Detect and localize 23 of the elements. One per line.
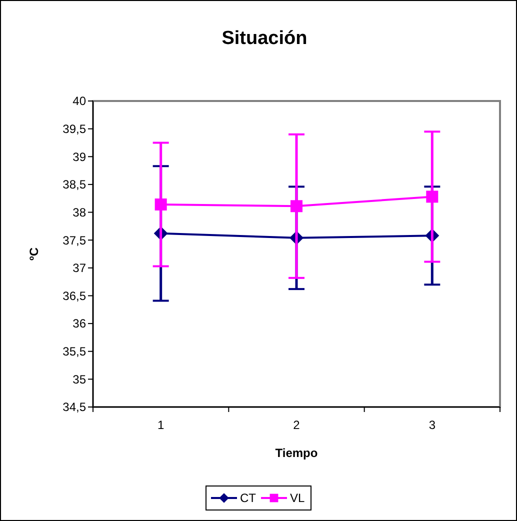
y-tick-label: 40 bbox=[72, 94, 86, 108]
chart-title: Situación bbox=[222, 28, 308, 49]
legend-label: CT bbox=[240, 491, 257, 506]
point bbox=[154, 198, 167, 210]
point bbox=[290, 200, 302, 212]
x-axis-title: Tiempo bbox=[275, 446, 318, 460]
y-tick-label: 34,5 bbox=[62, 400, 86, 414]
legend-label: VL bbox=[290, 491, 306, 506]
y-tick-label: 36,5 bbox=[62, 288, 86, 303]
y-tick-label: 37 bbox=[72, 261, 86, 276]
x-tick-label: 1 bbox=[157, 418, 164, 432]
y-tick-label: 37,5 bbox=[62, 233, 86, 248]
x-tick-label: 3 bbox=[428, 418, 436, 432]
y-tick-label: 36 bbox=[72, 316, 86, 331]
y-tick-label: 39,5 bbox=[62, 122, 86, 136]
y-axis-title: ºC bbox=[27, 247, 41, 261]
y-tick-label: 39 bbox=[72, 150, 86, 164]
y-tick-label: 38,5 bbox=[62, 178, 86, 192]
y-tick-label: 35,5 bbox=[62, 344, 86, 359]
point bbox=[426, 190, 438, 203]
x-tick-label: 2 bbox=[293, 418, 300, 432]
y-tick-label: 35 bbox=[72, 372, 86, 386]
y-tick-label: 38 bbox=[72, 205, 86, 220]
